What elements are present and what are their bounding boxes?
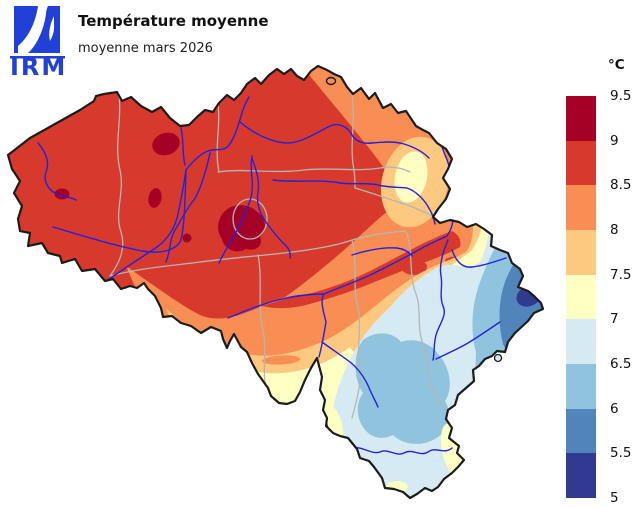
colorbar-swatch	[566, 408, 596, 454]
logo-wave-shape	[18, 6, 48, 53]
river-scheldt-upper	[104, 169, 187, 283]
zone-9-9p5-ghent	[152, 132, 180, 156]
river-ambleve	[435, 321, 501, 360]
colorbar-tick: 6	[610, 400, 619, 417]
river-dender	[165, 152, 211, 263]
zone-8p5-9-meuse-valley	[262, 231, 461, 309]
page-title: Température moyenne	[78, 12, 269, 30]
colorbar-swatch	[566, 274, 596, 320]
colorbar-tick: 7	[610, 311, 619, 328]
river-vesdre	[451, 249, 507, 268]
colorbar-swatch	[566, 185, 596, 231]
river-mehaigne	[351, 247, 413, 257]
colorbar-tick: 5.5	[610, 445, 632, 462]
colorbar-tick: 6.5	[610, 356, 632, 372]
page-subtitle: moyenne mars 2026	[78, 40, 213, 56]
colorbar-swatch	[566, 364, 596, 409]
colorbar-tick: 8	[610, 222, 619, 238]
zone-9-9p5-southwest	[148, 188, 162, 208]
colorbar-swatch	[566, 230, 596, 275]
temperature-colorbar	[566, 96, 596, 499]
river-senne	[218, 155, 254, 264]
river-ghent-canal	[180, 127, 186, 166]
zone-5p5-6-hautes-fagnes	[499, 228, 543, 353]
colorbar-swatch	[566, 319, 596, 365]
logo-wave-shape-2	[49, 16, 54, 41]
colorbar-tick: 8.5	[610, 177, 632, 194]
colorbar-tick: 7.5	[610, 266, 632, 283]
river-dijle	[251, 157, 292, 259]
zone-6-6p5-bastogne	[355, 333, 450, 444]
zone-9-9p5-brussels	[218, 205, 265, 252]
province-borders	[109, 93, 447, 419]
east-border-enclave	[493, 353, 503, 363]
zone-8-8p5-dash-west	[205, 353, 237, 363]
legend-unit-label: °C	[608, 57, 625, 73]
river-leie	[52, 169, 187, 253]
zone-8-8p5-dash-east	[262, 355, 300, 365]
colorbar-tick: 9	[610, 132, 619, 149]
zone-9-9p5-spot	[182, 233, 192, 243]
colorbar-tick: 9.5	[610, 88, 632, 104]
colorbar-swatch	[566, 96, 596, 141]
colorbar-swatch	[566, 453, 596, 499]
river-nete	[239, 121, 430, 159]
colorbar-tick: 5	[610, 490, 619, 506]
logo-divider	[10, 56, 65, 59]
river-demer	[272, 179, 436, 225]
river-ourthe	[432, 239, 449, 361]
temperature-zones	[8, 66, 543, 498]
river-lesse	[321, 341, 379, 408]
zone-8p5-9-huy	[401, 259, 427, 275]
title-block: Température moyenne moyenne mars 2026	[78, 13, 269, 56]
baarle-hertog-enclave	[325, 76, 337, 86]
river-sambre	[227, 293, 325, 319]
river-scheldt-lower	[185, 96, 250, 171]
zone-7-7p5-gaume	[386, 481, 408, 493]
colorbar-swatch	[566, 140, 596, 186]
zone-7-7p5-limburg	[394, 151, 428, 203]
river-yser	[37, 142, 77, 201]
belgium-border	[6, 64, 545, 500]
